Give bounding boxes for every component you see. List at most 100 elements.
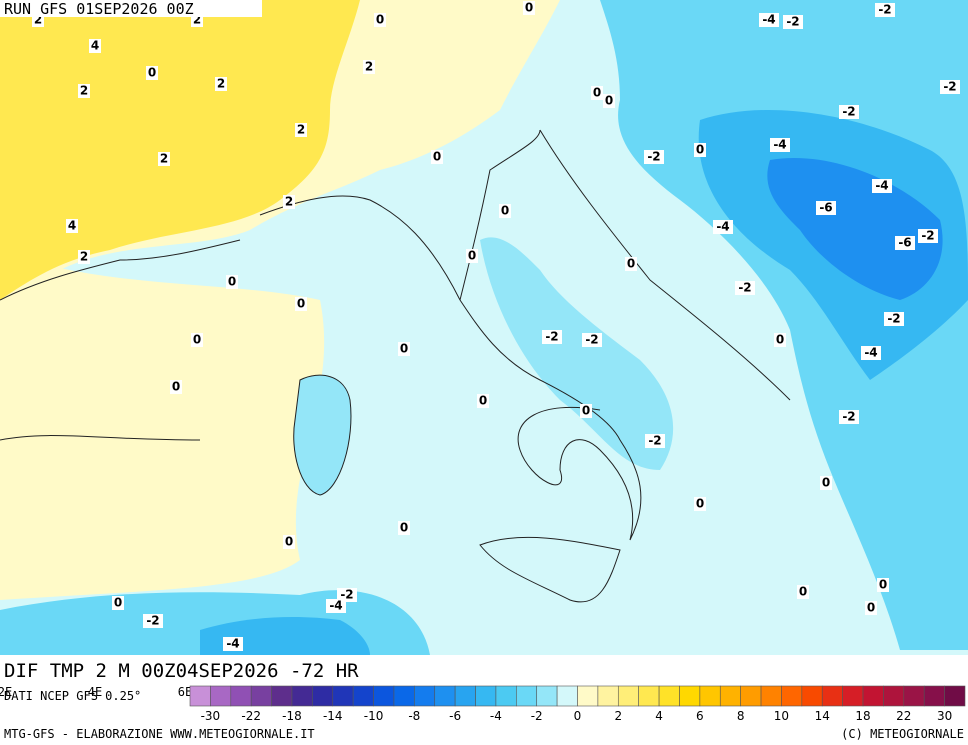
contour-label: 0 [172, 380, 180, 394]
colorbar-box [719, 685, 741, 707]
colorbar-box [414, 685, 436, 707]
colorbar-tick-label: 18 [855, 709, 870, 723]
contour-label-bg [191, 333, 203, 347]
contour-label-bg [398, 342, 410, 356]
contour-label: 2 [217, 77, 225, 91]
contour-label-bg [499, 204, 511, 218]
contour-label: 0 [285, 535, 293, 549]
colorbar-box [393, 685, 415, 707]
contour-label-bg [523, 1, 535, 15]
colorbar-box [210, 685, 232, 707]
contour-label-bg [783, 15, 803, 29]
map-field [0, 0, 968, 655]
contour-label: 2 [193, 13, 201, 27]
colorbar-tick-label: 6 [696, 709, 704, 723]
contour-label-bg [694, 497, 706, 511]
cool-area [767, 158, 943, 300]
warm-area [0, 0, 360, 300]
contour-label: -2 [146, 614, 159, 628]
contour-label-bg [816, 201, 836, 215]
colorbar-tick-label: 4 [655, 709, 663, 723]
contour-label-bg [770, 138, 790, 152]
contour-label-bg [89, 39, 101, 53]
contour-label-bg [295, 297, 307, 311]
warm-area [0, 250, 325, 600]
colorbar-box [373, 685, 395, 707]
colorbar-box [475, 685, 497, 707]
contour-label: 0 [193, 333, 201, 347]
colorbar-box [760, 685, 782, 707]
contour-label: 0 [376, 13, 384, 27]
contour-label-bg [582, 333, 602, 347]
contour-label-bg [940, 80, 960, 94]
contour-label-bg [603, 94, 615, 108]
contour-label: 0 [582, 404, 590, 418]
contour-label: -4 [762, 13, 775, 27]
contour-label-bg [146, 66, 158, 80]
colorbar-tick-label: 8 [737, 709, 745, 723]
contour-label-bg [820, 476, 832, 490]
lon-label: 4E [88, 685, 102, 699]
colorbar-box [740, 685, 762, 707]
colorbar-box [332, 685, 354, 707]
colorbar-box [434, 685, 456, 707]
run-label: RUN GFS 01SEP2026 00Z [4, 0, 194, 18]
contour-label: -4 [875, 179, 888, 193]
colorbar-box [821, 685, 843, 707]
contour-label-bg [223, 637, 243, 651]
contour-label: 4 [68, 219, 76, 233]
contour-label: -2 [878, 3, 891, 17]
contour-label: 2 [297, 123, 305, 137]
contour-label: -2 [545, 330, 558, 344]
colorbar-tick-label: -22 [241, 709, 261, 723]
contour-label: -2 [585, 333, 598, 347]
colorbar-tick-label: 14 [815, 709, 830, 723]
source-label: DATI NCEP GFS 0.25° [4, 689, 141, 703]
contour-label-bg [713, 220, 733, 234]
coast [0, 239, 241, 441]
colorbar-box [842, 685, 864, 707]
colorbar-box [883, 685, 905, 707]
contour-label-bg [875, 3, 895, 17]
contour-label-bg [477, 394, 489, 408]
contour-label-bg [363, 60, 375, 74]
colorbar-box [312, 685, 334, 707]
contour-label: 0 [525, 1, 533, 15]
colorbar-box [638, 685, 660, 707]
contour-label-bg [143, 614, 163, 628]
contour-label: -2 [943, 80, 956, 94]
contour-label: 2 [160, 152, 168, 166]
colorbar-box [271, 685, 293, 707]
colorbar-box [556, 685, 578, 707]
contour-label-bg [774, 333, 786, 347]
contour-label: -2 [921, 229, 934, 243]
contour-label: 0 [501, 204, 509, 218]
colorbar-tick-label: -30 [201, 709, 221, 723]
contour-label: 0 [400, 521, 408, 535]
contour-label-bg [431, 150, 443, 164]
colorbar-tick-label: 30 [937, 709, 952, 723]
contour-label: 0 [799, 585, 807, 599]
colorbar-box [923, 685, 945, 707]
contour-label: -2 [647, 150, 660, 164]
colorbar-box [291, 685, 313, 707]
contour-label: -4 [864, 346, 877, 360]
contour-label-bg [466, 249, 478, 263]
coast [293, 374, 352, 496]
colorbar-tick-label: -4 [490, 709, 502, 723]
contour-label: 2 [80, 84, 88, 98]
colorbar-tick-label: -8 [408, 709, 420, 723]
colorbar-tick-label: 22 [896, 709, 911, 723]
contour-label: 0 [696, 143, 704, 157]
colorbar-tick-label: 2 [614, 709, 622, 723]
contour-label: 0 [627, 257, 635, 271]
contour-label: 0 [776, 333, 784, 347]
contour-label-bg [694, 143, 706, 157]
colorbar-tick-label: -14 [323, 709, 343, 723]
colorbar-box [679, 685, 701, 707]
contour-label-bg [326, 599, 346, 613]
colorbar-box [230, 685, 252, 707]
lon-label: 6E [178, 685, 192, 699]
colorbar-box [495, 685, 517, 707]
